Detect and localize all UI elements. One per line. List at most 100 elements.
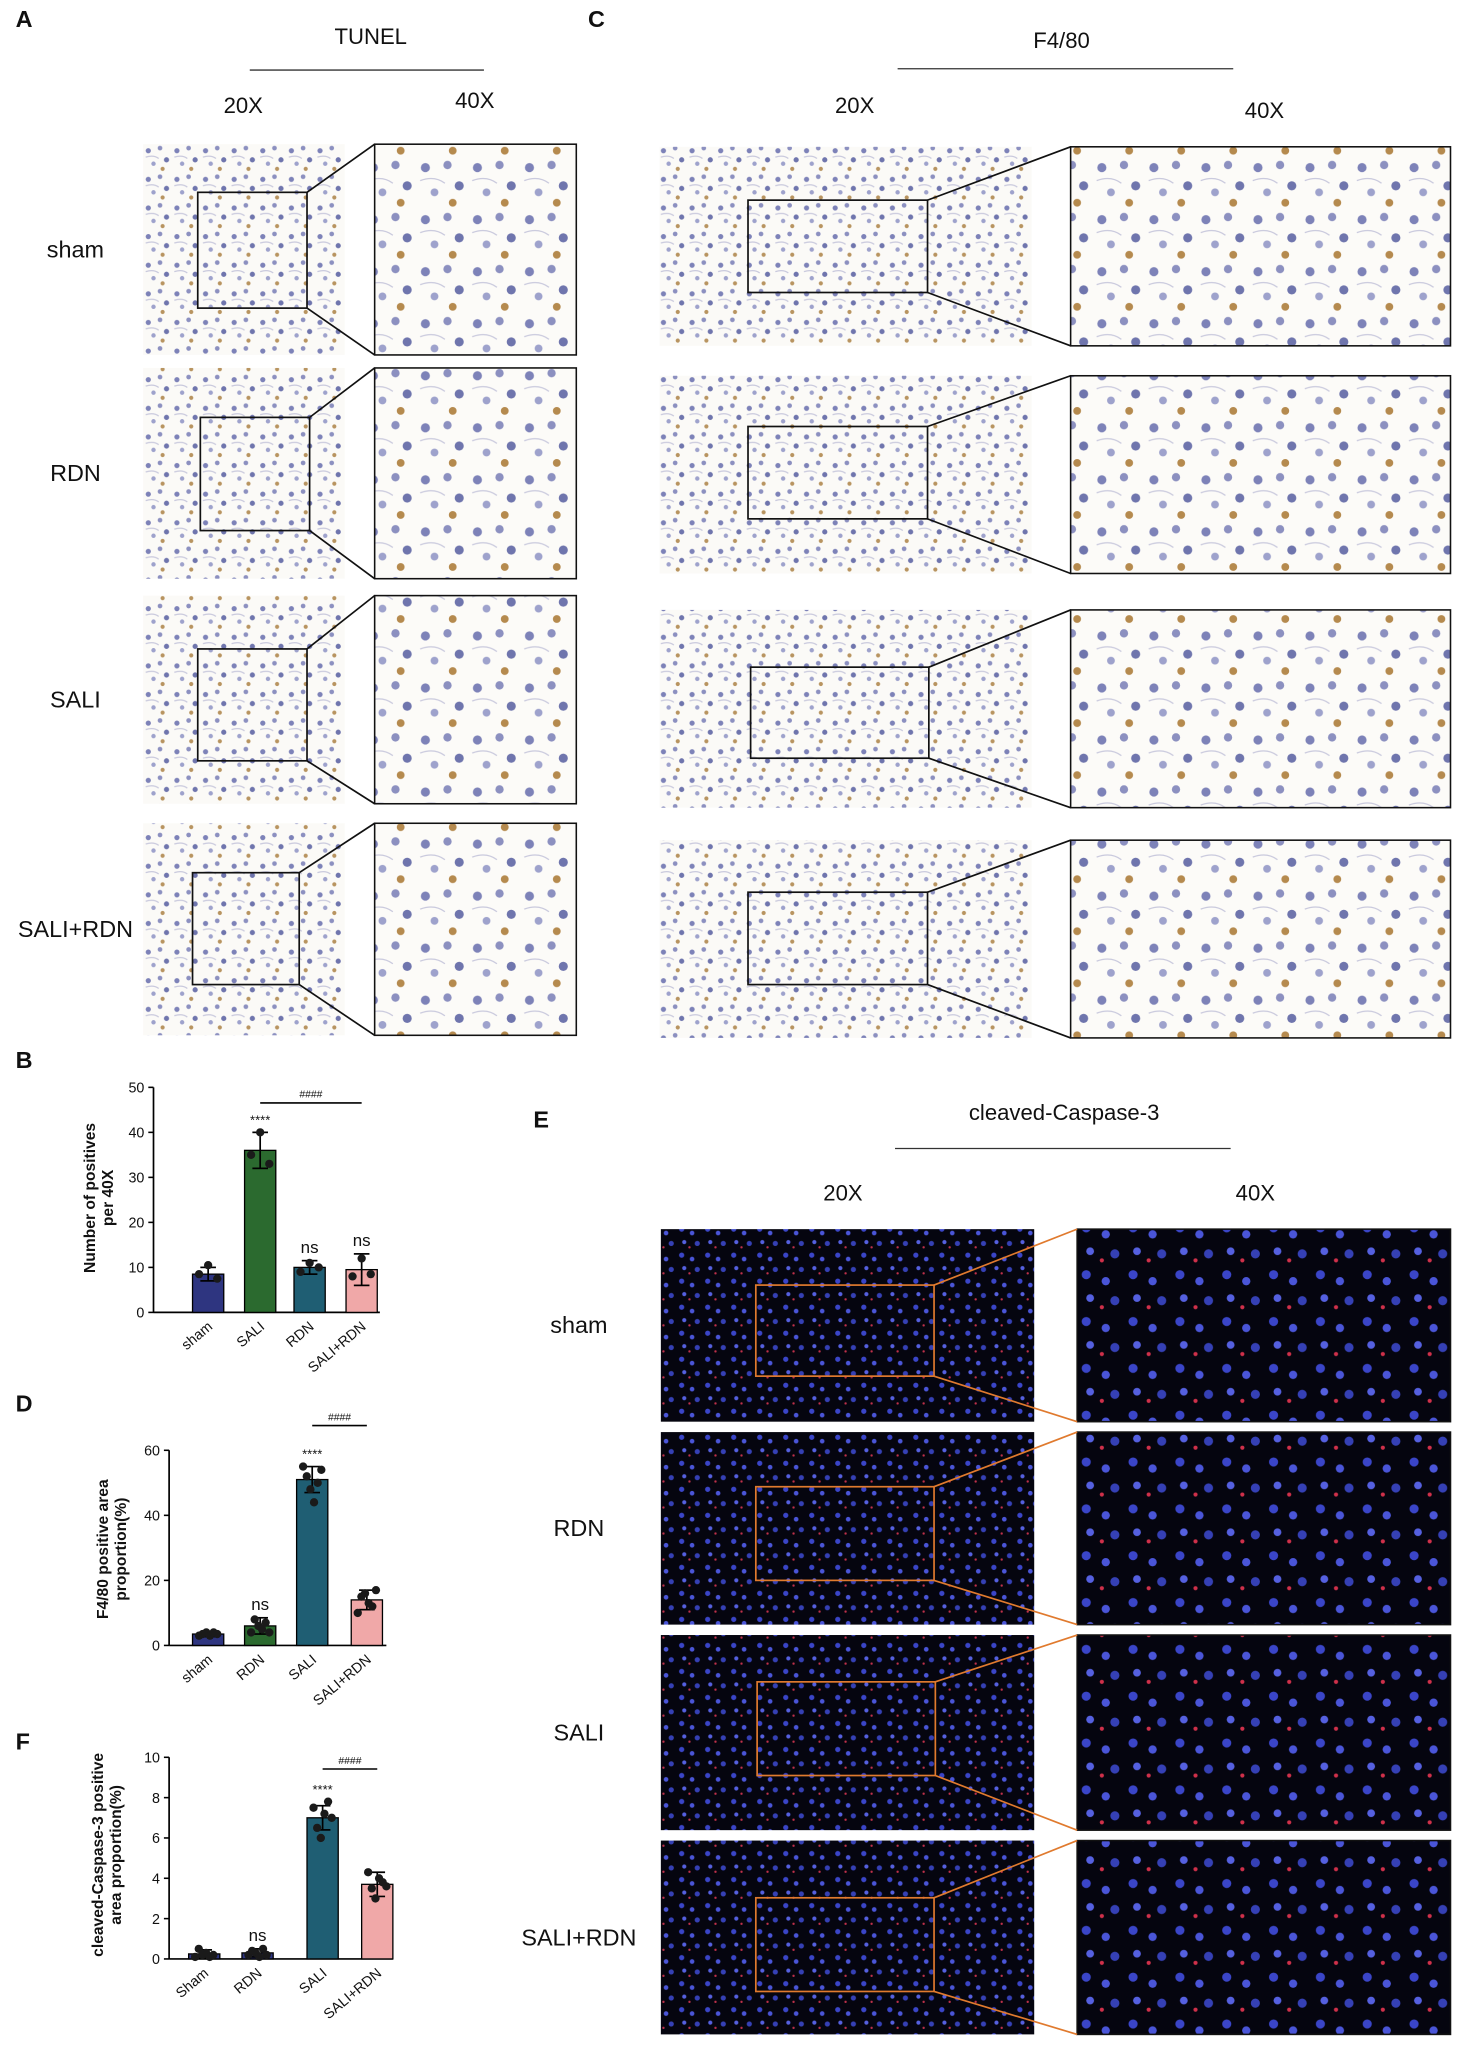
- x-tick-label: sham: [179, 1319, 216, 1354]
- data-point: [312, 1823, 322, 1833]
- micrograph-40x: [373, 594, 578, 805]
- panel-title: cleaved-Caspase-3: [969, 1100, 1160, 1125]
- micrograph-40x: [1076, 1431, 1452, 1626]
- data-point: [246, 1150, 256, 1160]
- data-point: [305, 1258, 314, 1268]
- zoom-line: [309, 367, 376, 419]
- inset-box: [747, 891, 929, 986]
- data-point: [190, 1952, 200, 1962]
- micrograph-20x: [143, 823, 345, 1036]
- y-tick-label: 8: [152, 1791, 160, 1807]
- data-point: [256, 1128, 265, 1137]
- zoom-line: [928, 609, 1071, 668]
- significance-label: ****: [250, 1113, 270, 1128]
- micrograph-40x: [1069, 374, 1452, 575]
- zoom-line: [933, 1228, 1078, 1286]
- row-label: SALI+RDN: [18, 916, 133, 942]
- y-axis-label: cleaved-Caspase-3 positive: [90, 1753, 107, 1957]
- zoom-line: [935, 1774, 1078, 1831]
- data-point: [194, 1269, 204, 1279]
- micrograph-20x: [143, 144, 345, 355]
- bar: [295, 1478, 329, 1647]
- x-tick-label: sham: [179, 1652, 216, 1687]
- y-tick-label: 60: [144, 1443, 160, 1459]
- data-point: [368, 1602, 377, 1611]
- zoom-line: [927, 839, 1071, 894]
- x-tick-label: SALI: [286, 1652, 320, 1684]
- y-tick-label: 40: [144, 1509, 160, 1525]
- x-tick-label: RDN: [231, 1965, 265, 1997]
- data-point: [360, 1589, 370, 1598]
- inset-box: [754, 1896, 935, 1993]
- inset-box: [754, 1284, 935, 1377]
- y-axis-label: area proportion(%): [108, 1785, 125, 1925]
- micrograph-40x: [1076, 1839, 1452, 2036]
- column-label: 40X: [1236, 1181, 1276, 1206]
- x-tick-label: Sham: [173, 1965, 212, 2001]
- micrograph-40x: [1069, 609, 1452, 809]
- zoom-line: [933, 1375, 1078, 1423]
- data-point: [313, 1478, 322, 1487]
- data-point: [371, 1585, 381, 1595]
- y-tick-label: 6: [152, 1831, 160, 1847]
- bar: [243, 1149, 277, 1314]
- data-point: [265, 1159, 274, 1169]
- data-point: [298, 1462, 308, 1471]
- zoom-line: [298, 983, 376, 1037]
- data-point: [203, 1260, 213, 1270]
- zoom-line: [298, 822, 376, 874]
- panel-letter: C: [588, 6, 605, 32]
- panel-letter: D: [16, 1390, 33, 1416]
- column-label: 40X: [455, 88, 495, 113]
- zoom-line: [927, 374, 1071, 428]
- y-tick-label: 0: [152, 1952, 160, 1968]
- row-label: SALI+RDN: [521, 1924, 636, 1950]
- significance-label: ns: [353, 1231, 371, 1250]
- data-point: [323, 1797, 333, 1806]
- micrograph-20x: [143, 367, 345, 579]
- y-tick-label: 10: [144, 1751, 160, 1767]
- comparison-label: ####: [338, 1756, 361, 1767]
- micrograph-40x: [1069, 146, 1452, 347]
- micrograph-40x: [1069, 839, 1452, 1039]
- y-tick-label: 40: [128, 1126, 144, 1142]
- significance-label: ns: [249, 1926, 267, 1945]
- inset-box: [196, 648, 308, 762]
- x-tick-label: RDN: [283, 1319, 317, 1351]
- zoom-line: [309, 529, 376, 580]
- zoom-line: [927, 518, 1071, 575]
- micrograph-20x: [660, 1635, 1035, 1831]
- data-point: [316, 1833, 325, 1843]
- micrograph-20x: [659, 609, 1032, 808]
- micrograph-20x: [659, 375, 1032, 574]
- zoom-line: [935, 1634, 1078, 1683]
- data-point: [320, 1809, 329, 1818]
- y-tick-label: 2: [152, 1912, 160, 1928]
- zoom-line: [933, 1579, 1078, 1626]
- column-label: 20X: [823, 1181, 863, 1206]
- micrograph-20x: [659, 840, 1032, 1038]
- data-point: [246, 1628, 256, 1637]
- micrograph-20x: [660, 1229, 1035, 1422]
- significance-label: ****: [302, 1447, 322, 1462]
- significance-label: ns: [251, 1595, 269, 1614]
- data-point: [314, 1263, 323, 1272]
- inset-box: [756, 1681, 937, 1777]
- zoom-line: [927, 983, 1071, 1039]
- row-label: SALI: [554, 1719, 605, 1745]
- panel-letter: F: [16, 1728, 30, 1754]
- data-point: [367, 1884, 376, 1893]
- data-point: [209, 1950, 218, 1960]
- column-label: 20X: [835, 93, 875, 118]
- data-point: [261, 1618, 270, 1627]
- inset-box: [754, 1485, 935, 1582]
- y-tick-label: 4: [152, 1871, 160, 1887]
- y-tick-label: 20: [128, 1216, 144, 1232]
- micrograph-20x: [659, 146, 1032, 346]
- y-tick-label: 10: [128, 1261, 144, 1277]
- inset-box: [747, 199, 929, 294]
- inset-box: [196, 191, 308, 309]
- row-label: SALI: [50, 686, 101, 712]
- zoom-line: [933, 1990, 1078, 2036]
